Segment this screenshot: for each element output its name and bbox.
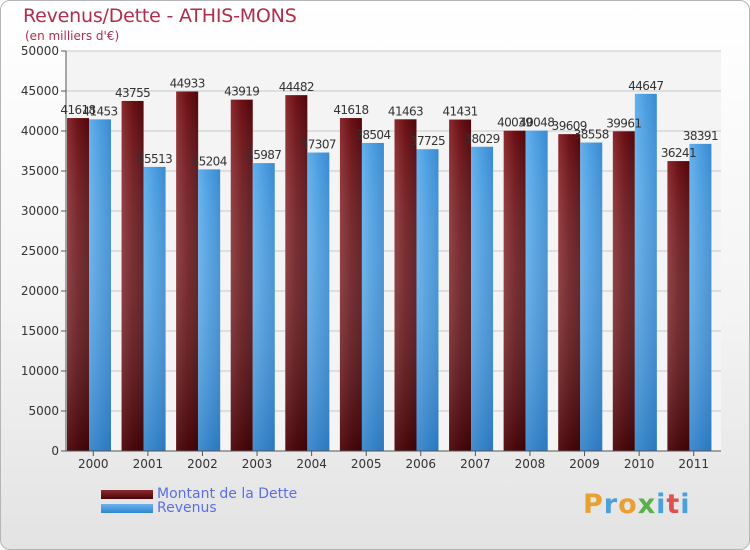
- bar-revenus-shade: [307, 152, 330, 451]
- data-label-dette: 41618: [333, 103, 368, 117]
- y-tick-label: 5000: [28, 404, 59, 418]
- data-label-revenus: 37725: [410, 134, 445, 148]
- bar-revenus-shade: [252, 163, 275, 451]
- bar-dette-shade: [667, 161, 690, 451]
- grid-layer: [66, 50, 721, 451]
- y-tick-label: 0: [51, 444, 59, 458]
- label-layer: 4161841453437553551344933352044391935987…: [60, 77, 718, 169]
- logo-letter: o: [618, 489, 638, 520]
- legend-swatch-revenus: [101, 504, 153, 513]
- data-label-dette: 36241: [661, 146, 696, 160]
- data-label-revenus: 38029: [464, 132, 499, 146]
- y-tick-label: 50000: [21, 44, 59, 58]
- logo-letter: i: [656, 489, 667, 520]
- data-label-dette: 41618: [60, 103, 95, 117]
- data-label-dette: 41431: [442, 105, 477, 119]
- logo-letter: x: [637, 489, 657, 520]
- y-tick-label: 45000: [21, 84, 59, 98]
- chart-title: Revenus/Dette - ATHIS-MONS: [23, 5, 297, 27]
- data-label-revenus: 35987: [246, 148, 281, 162]
- data-label-revenus: 38558: [574, 128, 609, 142]
- bar-dette-shade: [339, 118, 362, 451]
- bar-dette-shade: [449, 119, 472, 451]
- bar-revenus-shade: [525, 130, 548, 451]
- x-tick-label: 2004: [296, 457, 327, 471]
- x-tick-label: 2002: [187, 457, 218, 471]
- bar-dette-shade: [176, 91, 199, 451]
- x-tick-label: 2010: [624, 457, 655, 471]
- bar-dette-shade: [612, 131, 635, 451]
- data-label-dette: 39961: [606, 116, 641, 130]
- y-tick-label: 20000: [21, 284, 59, 298]
- x-tick-label: 2003: [242, 457, 273, 471]
- data-label-dette: 43755: [115, 86, 150, 100]
- legend-swatch-dette: [101, 490, 153, 499]
- x-tick-label: 2011: [678, 457, 709, 471]
- x-tick-label: 2001: [133, 457, 164, 471]
- data-label-revenus: 37307: [301, 138, 336, 152]
- x-tick-label: 2007: [460, 457, 491, 471]
- bar-revenus-shade: [416, 149, 439, 451]
- y-tick-label: 40000: [21, 124, 59, 138]
- axis-layer: 0 5000 10000 15000 20000 25000 30000 35000 40000…: [21, 44, 721, 471]
- data-label-dette: 39609: [552, 119, 587, 133]
- data-label-revenus: 38391: [683, 129, 718, 143]
- y-tick-label: 10000: [21, 364, 59, 378]
- data-label-revenus: 41453: [82, 104, 117, 118]
- y-tick-label: 30000: [21, 204, 59, 218]
- bar-revenus-shade: [89, 119, 111, 451]
- bar-dette-shade: [67, 118, 89, 451]
- bar-revenus-shade: [143, 166, 166, 451]
- y-tick-label: 25000: [21, 244, 59, 258]
- y-tick-label: 15000: [21, 324, 59, 338]
- proxiti-logo: Proxiti: [583, 489, 691, 520]
- data-label-dette: 40039: [497, 116, 532, 130]
- bar-dette-shade: [394, 119, 417, 452]
- bar-revenus-shade: [634, 93, 657, 451]
- x-tick-label: 2005: [351, 457, 382, 471]
- bar-revenus-shade: [471, 146, 494, 451]
- x-tick-label: 2008: [515, 457, 546, 471]
- bar-layer: [67, 91, 712, 452]
- legend-label-revenus: Revenus: [157, 500, 217, 516]
- data-label-revenus: 35204: [192, 154, 227, 168]
- bar-dette-shade: [558, 134, 581, 452]
- logo-letter: t: [666, 489, 681, 520]
- y-tick-label: 35000: [21, 164, 59, 178]
- bar-dette-shade: [285, 95, 308, 452]
- data-label-dette: 44933: [170, 77, 205, 91]
- x-tick-label: 2009: [569, 457, 600, 471]
- data-label-revenus: 35513: [137, 152, 172, 166]
- bar-dette-shade: [121, 100, 144, 452]
- bar-revenus-shade: [580, 142, 603, 451]
- bar-revenus-shade: [198, 169, 221, 452]
- bar-dette-shade: [230, 99, 253, 451]
- data-label-dette: 41463: [388, 104, 423, 118]
- legend-label-dette: Montant de la Dette: [157, 486, 298, 502]
- data-label-revenus: 44647: [628, 79, 663, 93]
- x-tick-label: 2006: [406, 457, 437, 471]
- logo-letter: i: [680, 489, 691, 520]
- x-tick-label: 2000: [78, 457, 109, 471]
- data-label-revenus: 40048: [519, 116, 554, 130]
- logo-letter: r: [603, 489, 619, 520]
- chart-subtitle: (en milliers d'€): [25, 29, 120, 43]
- bar-revenus-shade: [361, 142, 384, 451]
- bar-revenus-shade: [689, 143, 712, 451]
- data-label-revenus: 38504: [355, 128, 390, 142]
- data-label-dette: 44482: [279, 80, 314, 94]
- bar-dette-shade: [503, 130, 526, 452]
- data-label-dette: 43919: [224, 85, 259, 99]
- logo-letter: P: [583, 489, 604, 520]
